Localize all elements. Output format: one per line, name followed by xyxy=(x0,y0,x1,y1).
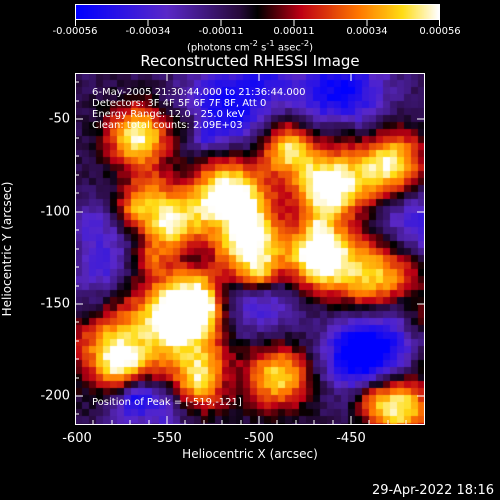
x-tick-label: -500 xyxy=(244,431,274,446)
time-range-text: 6-May-2005 21:30:44.000 to 21:36:44.000 xyxy=(92,87,306,98)
rhessi-image xyxy=(75,73,425,425)
y-axis-label: Heliocentric Y (arcsec) xyxy=(0,181,14,317)
plot-frame xyxy=(75,73,425,425)
colorbar-label: -0.00034 xyxy=(125,26,171,37)
y-tick-label: -150 xyxy=(40,296,70,312)
timestamp: 29-Apr-2022 18:16 xyxy=(372,483,494,498)
colorbar-label: 0.00034 xyxy=(346,26,388,37)
y-tick-label: -200 xyxy=(40,388,70,404)
colorbar-unit: (photons cm-2 s-1 asec-2) xyxy=(186,38,314,54)
y-tick-label: -100 xyxy=(40,204,70,220)
x-tick-label: -450 xyxy=(336,431,366,446)
x-axis-label: Heliocentric X (arcsec) xyxy=(182,447,318,461)
image-title: Reconstructed RHESSI Image xyxy=(140,52,360,70)
colorbar-ticks xyxy=(75,20,440,26)
colorbar-label: 0.00011 xyxy=(273,26,315,37)
peak-position-text: Position of Peak = [-519,-121] xyxy=(92,397,242,408)
clean-counts-text: Clean: total counts: 2.09E+03 xyxy=(92,120,243,131)
colorbar xyxy=(75,4,440,20)
energy-range-text: Energy Range: 12.0 - 25.0 keV xyxy=(92,109,245,120)
colorbar-label: 0.00056 xyxy=(419,26,461,37)
detectors-text: Detectors: 3F 4F 5F 6F 7F 8F, Att 0 xyxy=(92,98,267,109)
colorbar-label: -0.00011 xyxy=(198,26,244,37)
colorbar-label: -0.00056 xyxy=(52,26,98,37)
y-tick-label: -50 xyxy=(48,111,70,127)
x-tick-label: -550 xyxy=(152,431,182,446)
x-tick-label: -600 xyxy=(62,431,92,446)
